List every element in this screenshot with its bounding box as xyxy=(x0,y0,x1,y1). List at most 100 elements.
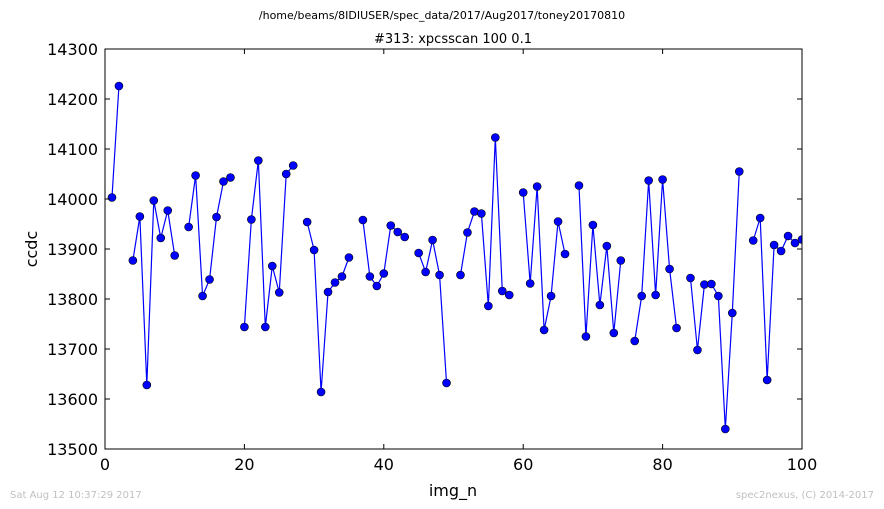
data-point xyxy=(302,217,312,227)
data-point xyxy=(686,273,695,283)
data-point xyxy=(247,215,256,224)
data-point xyxy=(769,240,779,250)
data-point xyxy=(435,270,444,280)
data-point xyxy=(707,279,716,289)
data-point xyxy=(609,328,619,338)
data-point xyxy=(163,206,173,215)
data-point xyxy=(797,235,802,244)
data-point xyxy=(574,181,584,190)
y-tick-label: 13900 xyxy=(47,240,98,259)
data-point xyxy=(414,248,423,258)
data-point xyxy=(323,287,333,297)
data-point xyxy=(783,231,793,241)
data-point xyxy=(714,291,723,301)
data-point xyxy=(644,176,653,185)
x-tick-label: 20 xyxy=(234,455,254,474)
data-point xyxy=(616,256,626,265)
data-point xyxy=(658,175,667,184)
data-point xyxy=(240,322,249,332)
data-point xyxy=(198,291,207,301)
data-point xyxy=(400,232,410,242)
data-point xyxy=(442,378,451,388)
data-point xyxy=(372,281,382,291)
data-point xyxy=(755,213,765,223)
x-axis-label: img_n xyxy=(429,481,477,501)
data-point xyxy=(581,332,591,341)
data-point xyxy=(386,221,396,230)
data-point xyxy=(525,279,535,288)
y-tick-label: 13600 xyxy=(47,390,98,409)
data-point xyxy=(281,169,291,179)
x-tick-label: 100 xyxy=(787,455,818,474)
chart-title: #313: xpcsscan 100 0.1 xyxy=(374,32,532,47)
series-line xyxy=(111,85,802,430)
series-group xyxy=(107,81,802,434)
data-point xyxy=(107,193,117,202)
data-point xyxy=(595,300,605,310)
data-point xyxy=(734,167,744,176)
data-point xyxy=(365,272,375,281)
data-point xyxy=(651,290,660,300)
x-tick-label: 0 xyxy=(100,455,110,474)
data-point xyxy=(330,278,340,287)
data-point xyxy=(288,161,298,170)
data-point xyxy=(518,188,528,197)
data-point xyxy=(205,275,214,284)
data-point xyxy=(504,290,514,300)
data-point xyxy=(721,424,730,434)
y-tick-label: 14000 xyxy=(47,190,98,209)
figure-suptitle: /home/beams/8IDIUSER/spec_data/2017/Aug2… xyxy=(259,9,625,22)
y-tick-label: 13700 xyxy=(47,340,98,359)
data-point xyxy=(477,209,486,218)
axes-frame xyxy=(104,48,803,450)
data-point xyxy=(776,246,786,256)
data-point xyxy=(748,236,758,245)
plot-area: 0 20 40 60 80 100 13500 13600 13700 13800 13900 140… xyxy=(47,40,817,474)
data-point xyxy=(261,322,270,332)
data-point xyxy=(309,245,319,255)
data-point xyxy=(267,261,277,271)
data-point xyxy=(191,171,200,180)
x-tick-label: 80 xyxy=(652,455,672,474)
data-point xyxy=(602,241,612,251)
data-point xyxy=(274,288,284,297)
data-point xyxy=(546,291,556,301)
data-point xyxy=(532,182,542,191)
data-point xyxy=(114,81,124,91)
data-point xyxy=(588,220,598,230)
y-tick-label: 13800 xyxy=(47,290,98,309)
data-point xyxy=(149,196,159,205)
data-point xyxy=(790,238,800,248)
footer-credit: spec2nexus, (C) 2014-2017 xyxy=(736,490,874,501)
data-point xyxy=(553,217,563,226)
y-tick-label: 14300 xyxy=(47,40,98,59)
data-point xyxy=(421,267,430,277)
data-point xyxy=(128,256,138,265)
data-point xyxy=(344,253,354,262)
footer-timestamp: Sat Aug 12 10:37:29 2017 xyxy=(10,490,142,501)
data-point xyxy=(379,269,389,278)
data-point xyxy=(560,249,570,259)
data-point xyxy=(219,177,228,186)
data-point xyxy=(497,286,507,296)
axis-ticks: 0 20 40 60 80 100 13500 13600 13700 13800 13900 140… xyxy=(47,40,817,474)
x-tick-label: 40 xyxy=(374,455,394,474)
data-point xyxy=(428,235,437,245)
data-point xyxy=(142,380,152,390)
data-point xyxy=(463,228,472,237)
data-point xyxy=(337,272,347,281)
data-point xyxy=(491,133,500,142)
y-tick-label: 14100 xyxy=(47,140,98,159)
data-point xyxy=(672,323,681,333)
data-point xyxy=(254,156,263,165)
data-point xyxy=(184,222,193,232)
data-point xyxy=(135,212,145,221)
data-point xyxy=(762,375,772,385)
x-tick-label: 60 xyxy=(513,455,533,474)
data-point xyxy=(316,387,326,397)
data-point xyxy=(156,233,166,243)
data-point xyxy=(665,264,674,274)
data-point xyxy=(693,345,702,355)
data-point xyxy=(212,212,221,222)
